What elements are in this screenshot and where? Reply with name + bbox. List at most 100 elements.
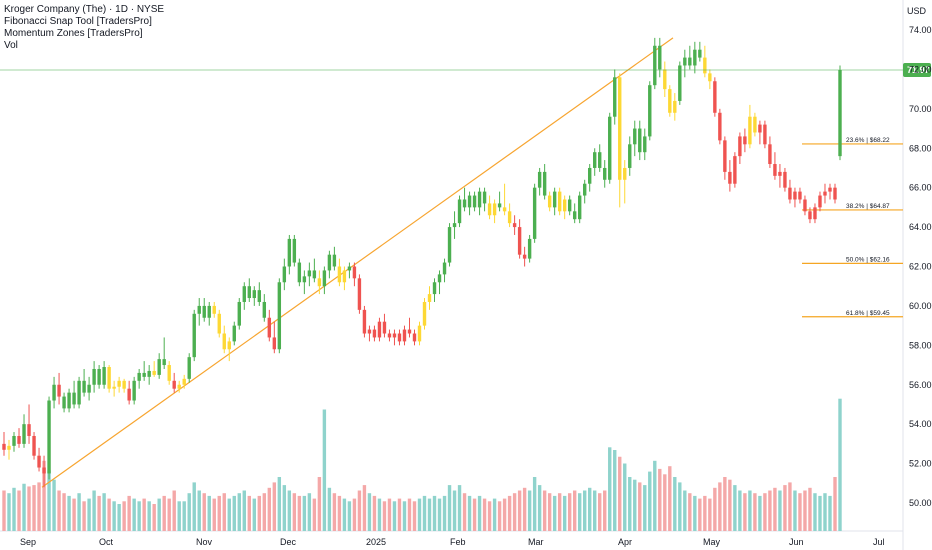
indicator-momentum[interactable]: Momentum Zones [TradersPro] — [4, 28, 143, 39]
volume-bar — [588, 487, 592, 531]
volume-bar — [808, 487, 812, 531]
candle-body — [372, 329, 377, 338]
volume-bar — [432, 495, 437, 531]
volume-bar — [177, 501, 181, 531]
volume-bar — [593, 490, 597, 531]
candle-body — [222, 333, 226, 350]
candle-body — [723, 140, 727, 172]
price-tick-label: 60.00 — [909, 301, 932, 311]
currency-label[interactable]: USD — [907, 6, 927, 16]
candle-body — [77, 380, 81, 405]
volume-bar — [327, 487, 332, 531]
candle-body — [42, 467, 46, 474]
candle-body — [773, 164, 777, 176]
candle-body — [613, 77, 617, 117]
volume-bar — [517, 490, 522, 531]
volume-bar — [197, 490, 201, 531]
volume-bar — [502, 498, 507, 531]
volume-bar — [818, 495, 822, 531]
candle-body — [567, 199, 572, 212]
volume-bar — [22, 483, 26, 531]
volume-bar — [342, 498, 347, 531]
volume-bar — [577, 493, 582, 531]
candle-body — [202, 305, 206, 318]
time-tick-label: Apr — [618, 537, 632, 547]
volume-bar — [557, 493, 562, 531]
candle-body — [27, 424, 31, 436]
trendline[interactable] — [41, 37, 674, 488]
time-axis[interactable]: Sep Oct Nov Dec 2025 Feb Mar Apr May Jun Jul — [20, 537, 885, 547]
candle-body — [252, 290, 256, 299]
volume-bar — [828, 495, 832, 531]
candle-body — [117, 380, 121, 387]
volume-bar — [292, 493, 297, 531]
time-tick-label: Jul — [873, 537, 885, 547]
candle-body — [718, 112, 722, 141]
symbol-title[interactable]: Kroger Company (The) · 1D · NYSE — [4, 4, 165, 15]
candle-body — [457, 199, 462, 224]
volume-bar — [337, 495, 342, 531]
candle-body — [623, 167, 627, 180]
volume-bar — [603, 490, 607, 531]
candle-body — [342, 270, 347, 283]
volume-bar — [297, 495, 302, 531]
candle-body — [182, 378, 186, 385]
candlesticks — [2, 37, 842, 488]
volume-bar — [693, 495, 697, 531]
volume-bar — [162, 495, 166, 531]
candle-body — [698, 49, 702, 58]
volume-bar — [312, 498, 317, 531]
volume-bar — [222, 493, 226, 531]
candle-body — [778, 171, 782, 176]
candle-body — [47, 400, 51, 474]
candle-body — [532, 187, 537, 239]
candle-body — [432, 282, 437, 295]
volume-bar — [117, 504, 121, 531]
candle-body — [808, 211, 812, 220]
volume-bar — [137, 501, 141, 531]
volume-bar — [733, 485, 737, 531]
volume-bar — [527, 490, 532, 531]
candle-body — [52, 384, 56, 401]
fibonacci-levels[interactable]: 23.6% | $68.22 38.2% | $64.87 50.0% | $62.… — [802, 137, 903, 318]
volume-bar — [47, 470, 51, 531]
volume-bar — [262, 493, 267, 531]
candle-body — [142, 372, 146, 377]
trendline-segment — [41, 37, 674, 488]
volume-bar — [212, 498, 216, 531]
price-axis[interactable]: 74.00 72.00 70.00 68.00 66.00 64.00 62.00 60.00… — [909, 25, 932, 508]
volume-bar — [187, 493, 191, 531]
volume-bar — [167, 498, 171, 531]
volume-bar — [397, 498, 402, 531]
volume-bar — [442, 495, 447, 531]
volume-bar — [482, 498, 487, 531]
volume-bar — [598, 493, 602, 531]
volume-bar — [172, 490, 176, 531]
candle-body — [472, 195, 477, 208]
volume-bar — [638, 482, 642, 531]
price-tick-label: 50.00 — [909, 498, 932, 508]
candle-body — [427, 294, 432, 302]
volume-bar — [522, 487, 527, 531]
volume-bar — [788, 482, 792, 531]
candle-body — [72, 392, 76, 405]
candle-body — [728, 171, 732, 184]
volume-bar — [17, 490, 21, 531]
volume-bar — [92, 490, 96, 531]
time-tick-label: Jun — [789, 537, 804, 547]
volume-bar — [407, 498, 412, 531]
indicator-fibonacci[interactable]: Fibonacci Snap Tool [TradersPro] — [4, 16, 152, 27]
candle-body — [673, 100, 677, 113]
candle-body — [62, 396, 66, 409]
candle-body — [763, 124, 767, 145]
time-tick-label: May — [703, 537, 721, 547]
price-tick-label: 74.00 — [909, 25, 932, 35]
volume-bar — [307, 493, 312, 531]
volume-bars — [2, 398, 842, 531]
candle-body — [422, 301, 427, 326]
volume-bar — [67, 495, 71, 531]
volume-bar — [838, 398, 842, 531]
indicator-volume[interactable]: Vol — [4, 40, 18, 51]
volume-bar — [332, 493, 337, 531]
